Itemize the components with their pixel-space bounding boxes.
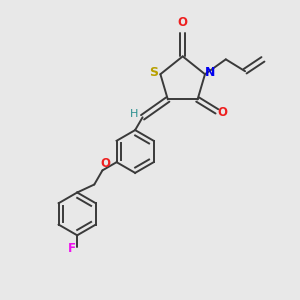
- Text: F: F: [68, 242, 76, 255]
- Text: H: H: [130, 109, 138, 119]
- Text: O: O: [217, 106, 227, 119]
- Text: O: O: [100, 158, 111, 170]
- Text: N: N: [205, 66, 215, 79]
- Text: S: S: [149, 66, 158, 79]
- Text: O: O: [178, 16, 188, 29]
